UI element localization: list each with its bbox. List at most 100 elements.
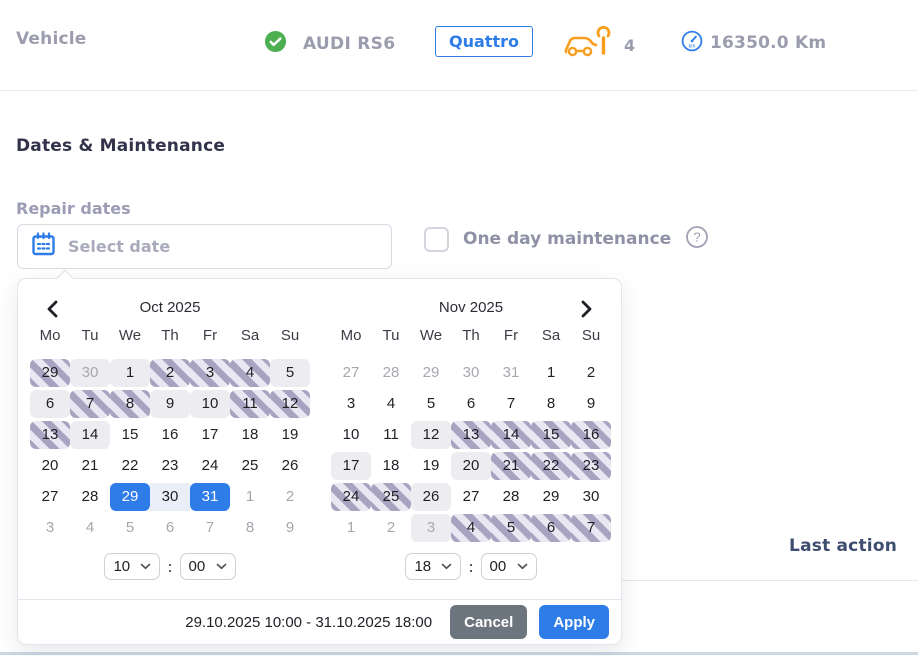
day-cell[interactable]: 1 — [110, 358, 150, 387]
day-cell[interactable]: 31 — [502, 364, 520, 381]
day-cell[interactable]: 10 — [190, 389, 230, 418]
day-cell[interactable]: 14 — [70, 420, 110, 449]
prev-month-button[interactable] — [42, 298, 64, 320]
weekday-header: Mo Tu We Th Fr Sa Su — [30, 325, 310, 351]
day-cell[interactable]: 27 — [462, 488, 480, 505]
start-hour-select[interactable]: 10 — [104, 553, 161, 580]
day-cell[interactable]: 29 — [110, 482, 150, 511]
day-cell[interactable]: 8 — [110, 389, 150, 418]
apply-button[interactable]: Apply — [539, 605, 609, 639]
day-cell[interactable]: 4 — [386, 395, 396, 412]
day-cell[interactable]: 24 — [331, 482, 371, 511]
day-cell[interactable]: 30 — [582, 488, 600, 505]
day-cell[interactable]: 16 — [161, 426, 179, 443]
end-hour-select[interactable]: 18 — [405, 553, 462, 580]
day-cell[interactable]: 4 — [85, 519, 95, 536]
day-cell[interactable]: 22 — [531, 451, 571, 480]
day-cell[interactable]: 6 — [466, 395, 476, 412]
day-cell[interactable]: 14 — [491, 420, 531, 449]
day-cell[interactable]: 3 — [411, 513, 451, 542]
day-cell[interactable]: 6 — [165, 519, 175, 536]
repair-dates-label: Repair dates — [16, 199, 131, 218]
time-selectors: 10 : 00 18 : 00 — [18, 553, 621, 580]
day-cell[interactable]: 7 — [70, 389, 110, 418]
day-cell[interactable]: 18 — [382, 457, 400, 474]
day-cell[interactable]: 5 — [491, 513, 531, 542]
day-cell[interactable]: 13 — [451, 420, 491, 449]
day-cell[interactable]: 29 — [542, 488, 560, 505]
repair-date-input[interactable]: Select date — [17, 224, 392, 269]
day-cell[interactable]: 5 — [426, 395, 436, 412]
day-cell[interactable]: 4 — [230, 358, 270, 387]
day-cell[interactable]: 26 — [281, 457, 299, 474]
day-cell[interactable]: 17 — [201, 426, 219, 443]
day-cell[interactable]: 27 — [41, 488, 59, 505]
day-cell[interactable]: 6 — [30, 389, 70, 418]
day-cell[interactable]: 23 — [161, 457, 179, 474]
day-cell[interactable]: 9 — [285, 519, 295, 536]
day-cell[interactable]: 22 — [121, 457, 139, 474]
day-cell[interactable]: 27 — [342, 364, 360, 381]
day-cell[interactable]: 29 — [422, 364, 440, 381]
day-cell[interactable]: 2 — [586, 364, 596, 381]
day-cell[interactable]: 2 — [386, 519, 396, 536]
day-cell[interactable]: 7 — [571, 513, 611, 542]
day-cell[interactable]: 23 — [571, 451, 611, 480]
day-cell[interactable]: 18 — [241, 426, 259, 443]
day-cell[interactable]: 3 — [190, 358, 230, 387]
day-cell[interactable]: 7 — [205, 519, 215, 536]
day-cell[interactable]: 12 — [411, 420, 451, 449]
cancel-button[interactable]: Cancel — [450, 605, 528, 639]
day-cell[interactable]: 19 — [281, 426, 299, 443]
day-cell[interactable]: 1 — [245, 488, 255, 505]
day-cell[interactable]: 8 — [245, 519, 255, 536]
day-cell[interactable]: 6 — [531, 513, 571, 542]
day-cell[interactable]: 26 — [411, 482, 451, 511]
day-cell[interactable]: 31 — [190, 482, 230, 511]
day-cell[interactable]: 11 — [230, 389, 270, 418]
day-cell[interactable]: 28 — [502, 488, 520, 505]
chevron-down-icon — [141, 563, 151, 570]
day-cell[interactable]: 19 — [422, 457, 440, 474]
end-minute-select[interactable]: 00 — [480, 553, 537, 580]
day-cell[interactable]: 29 — [30, 358, 70, 387]
day-cell[interactable]: 28 — [382, 364, 400, 381]
day-cell[interactable]: 30 — [70, 358, 110, 387]
day-cell[interactable]: 11 — [383, 426, 399, 443]
day-cell[interactable]: 7 — [506, 395, 516, 412]
day-cell[interactable]: 30 — [462, 364, 480, 381]
day-cell[interactable]: 1 — [546, 364, 556, 381]
day-cell[interactable]: 3 — [45, 519, 55, 536]
day-cell[interactable]: 15 — [121, 426, 139, 443]
day-cell[interactable]: 25 — [371, 482, 411, 511]
day-cell[interactable]: 4 — [451, 513, 491, 542]
day-cell[interactable]: 10 — [342, 426, 360, 443]
day-cell[interactable]: 13 — [30, 420, 70, 449]
day-cell[interactable]: 16 — [571, 420, 611, 449]
day-cell[interactable]: 1 — [346, 519, 356, 536]
day-cell[interactable]: 2 — [285, 488, 295, 505]
day-cell[interactable]: 25 — [241, 457, 259, 474]
day-cell[interactable]: 20 — [41, 457, 59, 474]
day-cell[interactable]: 5 — [270, 358, 310, 387]
next-month-button[interactable] — [575, 298, 597, 320]
day-cell[interactable]: 21 — [81, 457, 99, 474]
help-icon[interactable]: ? — [685, 225, 709, 253]
day-cell[interactable]: 20 — [451, 451, 491, 480]
day-cell[interactable]: 15 — [531, 420, 571, 449]
one-day-maintenance-checkbox[interactable] — [424, 226, 449, 252]
day-cell[interactable]: 24 — [201, 457, 219, 474]
day-cell[interactable]: 17 — [331, 451, 371, 480]
start-minute-select[interactable]: 00 — [179, 553, 236, 580]
day-cell[interactable]: 8 — [546, 395, 556, 412]
day-cell[interactable]: 2 — [150, 358, 190, 387]
day-cell[interactable]: 30 — [150, 482, 190, 511]
day-cell[interactable]: 12 — [270, 389, 310, 418]
day-cell[interactable]: 28 — [81, 488, 99, 505]
end-hour-value: 18 — [414, 558, 432, 575]
day-cell[interactable]: 3 — [346, 395, 356, 412]
day-cell[interactable]: 9 — [586, 395, 596, 412]
day-cell[interactable]: 21 — [491, 451, 531, 480]
day-cell[interactable]: 5 — [125, 519, 135, 536]
day-cell[interactable]: 9 — [150, 389, 190, 418]
